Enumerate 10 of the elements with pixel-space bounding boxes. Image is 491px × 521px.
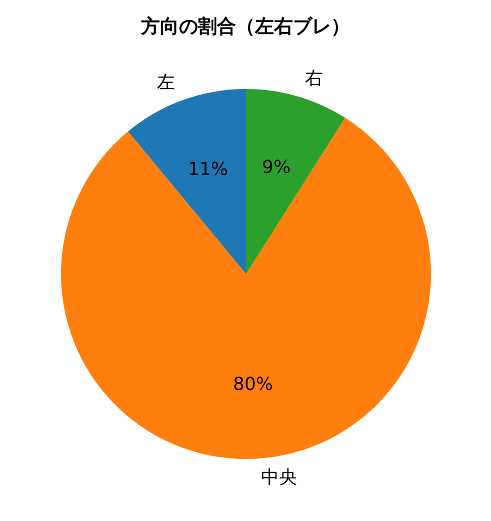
pie-slice bbox=[61, 118, 431, 459]
data-label: 9% bbox=[262, 157, 291, 178]
pie-slice bbox=[128, 89, 246, 274]
slice-label: 左 bbox=[157, 72, 175, 93]
slice-label: 中央 bbox=[261, 467, 297, 488]
data-label: 11% bbox=[188, 159, 228, 180]
data-label: 80% bbox=[233, 374, 274, 395]
chart-title: 方向の割合（左右ブレ） bbox=[140, 16, 350, 38]
slice-label: 右 bbox=[305, 68, 323, 89]
pie-slice bbox=[246, 89, 346, 274]
